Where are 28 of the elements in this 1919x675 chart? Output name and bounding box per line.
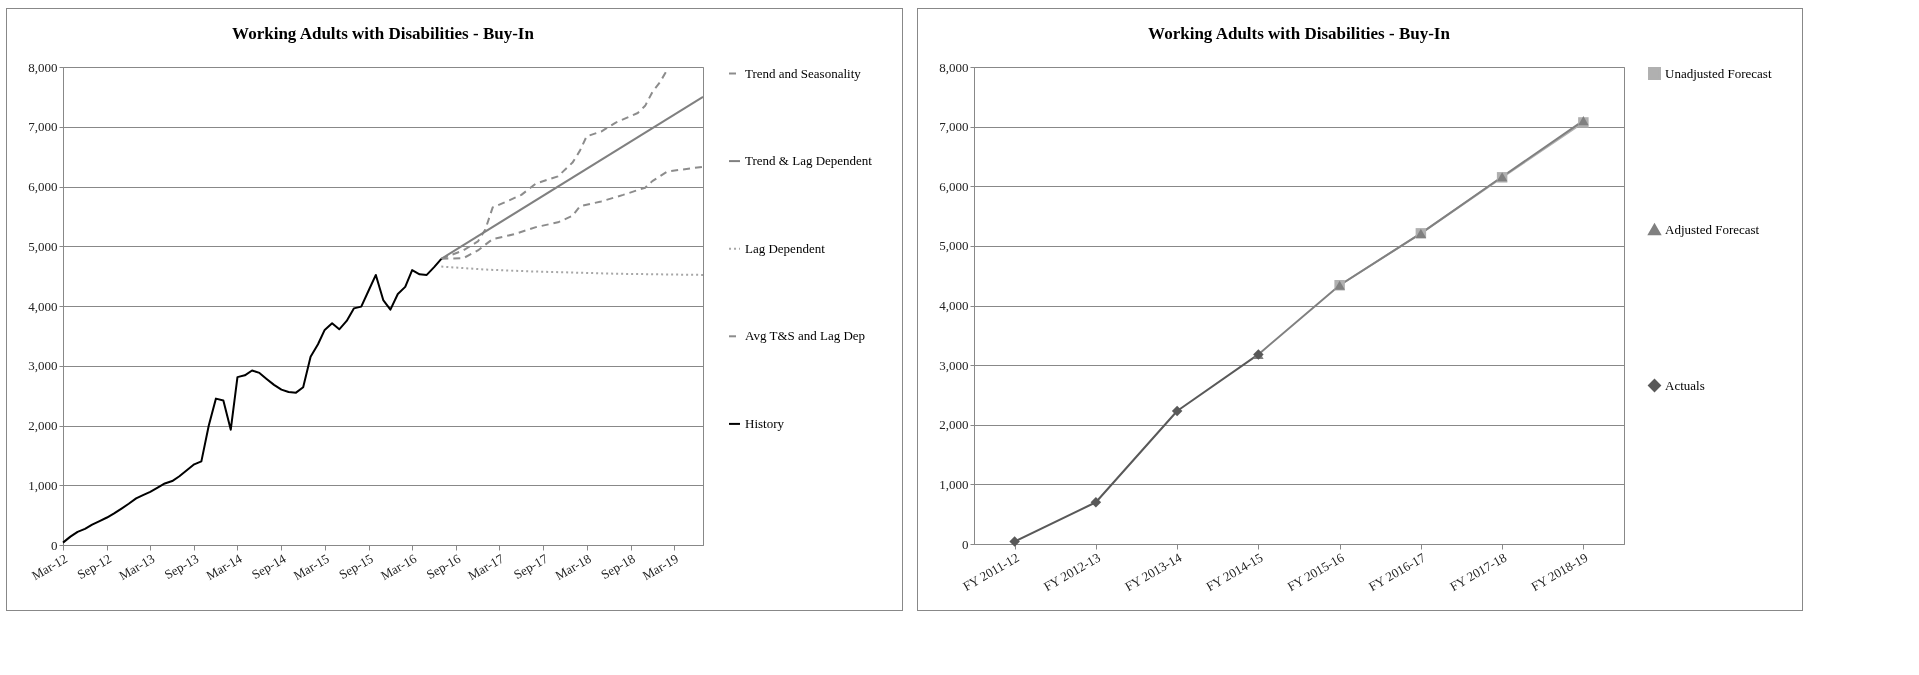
chart-title: Working Adults with Disabilities - Buy-In bbox=[232, 24, 535, 43]
legend-label: History bbox=[745, 415, 785, 431]
y-tick-label: 7,000 bbox=[939, 119, 969, 135]
y-tick-label: 2,000 bbox=[28, 418, 58, 433]
y-tick-label: 5,000 bbox=[939, 238, 969, 254]
y-tick-label: 6,000 bbox=[28, 179, 58, 194]
legend-label: Trend & Lag Dependent bbox=[745, 153, 873, 169]
y-tick-label: 8,000 bbox=[939, 59, 969, 75]
legend-label: Avg T&S and Lag Dep bbox=[745, 328, 866, 344]
y-tick-label: 1,000 bbox=[939, 476, 969, 492]
legend-label: Unadjusted Forecast bbox=[1665, 65, 1772, 81]
y-tick-label: 4,000 bbox=[28, 298, 58, 314]
legend-label: Adjusted Forecast bbox=[1665, 221, 1760, 237]
y-tick-label: 7,000 bbox=[28, 119, 58, 135]
y-tick-label: 5,000 bbox=[28, 238, 58, 254]
y-tick-label: 8,000 bbox=[28, 59, 58, 75]
y-tick-label: 0 bbox=[962, 536, 969, 552]
y-tick-label: 1,000 bbox=[28, 477, 58, 493]
y-tick-label: 3,000 bbox=[939, 357, 969, 373]
legend-label: Actuals bbox=[1665, 377, 1705, 393]
legend-label: Trend and Seasonality bbox=[745, 65, 862, 81]
y-tick-label: 2,000 bbox=[939, 417, 969, 433]
y-tick-label: 4,000 bbox=[939, 298, 969, 313]
y-tick-label: 3,000 bbox=[28, 358, 58, 374]
chart-title: Working Adults with Disabilities - Buy-In bbox=[1148, 24, 1451, 43]
y-tick-label: 0 bbox=[51, 537, 58, 553]
legend-label: Lag Dependent bbox=[745, 240, 826, 256]
y-tick-label: 6,000 bbox=[939, 178, 969, 194]
